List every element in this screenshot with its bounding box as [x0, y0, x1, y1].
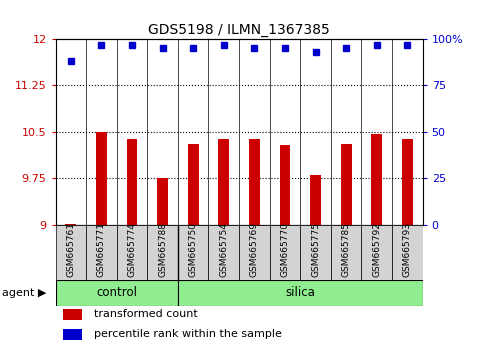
Bar — [86, 225, 117, 280]
Bar — [56, 225, 86, 280]
Bar — [147, 225, 178, 280]
Text: GSM665761: GSM665761 — [66, 222, 75, 277]
Bar — [239, 225, 270, 280]
Bar — [66, 224, 76, 225]
Bar — [157, 178, 168, 225]
Text: GSM665775: GSM665775 — [311, 222, 320, 277]
Bar — [96, 132, 107, 225]
Text: GSM665774: GSM665774 — [128, 222, 137, 277]
Bar — [63, 309, 82, 320]
Bar — [371, 134, 382, 225]
Text: percentile rank within the sample: percentile rank within the sample — [94, 330, 282, 339]
Bar — [178, 280, 423, 306]
Bar — [331, 225, 361, 280]
Text: control: control — [96, 286, 137, 299]
Text: agent ▶: agent ▶ — [2, 288, 47, 298]
Bar — [249, 139, 260, 225]
Text: silica: silica — [285, 286, 315, 299]
Bar — [361, 225, 392, 280]
Bar — [56, 280, 178, 306]
Text: GSM665785: GSM665785 — [341, 222, 351, 277]
Text: GSM665750: GSM665750 — [189, 222, 198, 277]
Bar — [178, 225, 209, 280]
Bar — [270, 225, 300, 280]
Text: GSM665771: GSM665771 — [97, 222, 106, 277]
Text: GSM665754: GSM665754 — [219, 222, 228, 277]
Text: GSM665769: GSM665769 — [250, 222, 259, 277]
Bar — [63, 329, 82, 340]
Bar — [341, 144, 352, 225]
Bar — [188, 144, 199, 225]
Bar — [402, 139, 412, 225]
Text: GSM665793: GSM665793 — [403, 222, 412, 277]
Text: transformed count: transformed count — [94, 309, 198, 319]
Text: GSM665770: GSM665770 — [281, 222, 289, 277]
Text: GSM665788: GSM665788 — [158, 222, 167, 277]
Bar — [300, 225, 331, 280]
Text: GSM665792: GSM665792 — [372, 222, 381, 277]
Bar — [310, 175, 321, 225]
Bar — [218, 139, 229, 225]
Title: GDS5198 / ILMN_1367385: GDS5198 / ILMN_1367385 — [148, 23, 330, 36]
Bar — [127, 139, 137, 225]
Bar — [117, 225, 147, 280]
Bar — [392, 225, 423, 280]
Bar — [209, 225, 239, 280]
Bar — [280, 145, 290, 225]
